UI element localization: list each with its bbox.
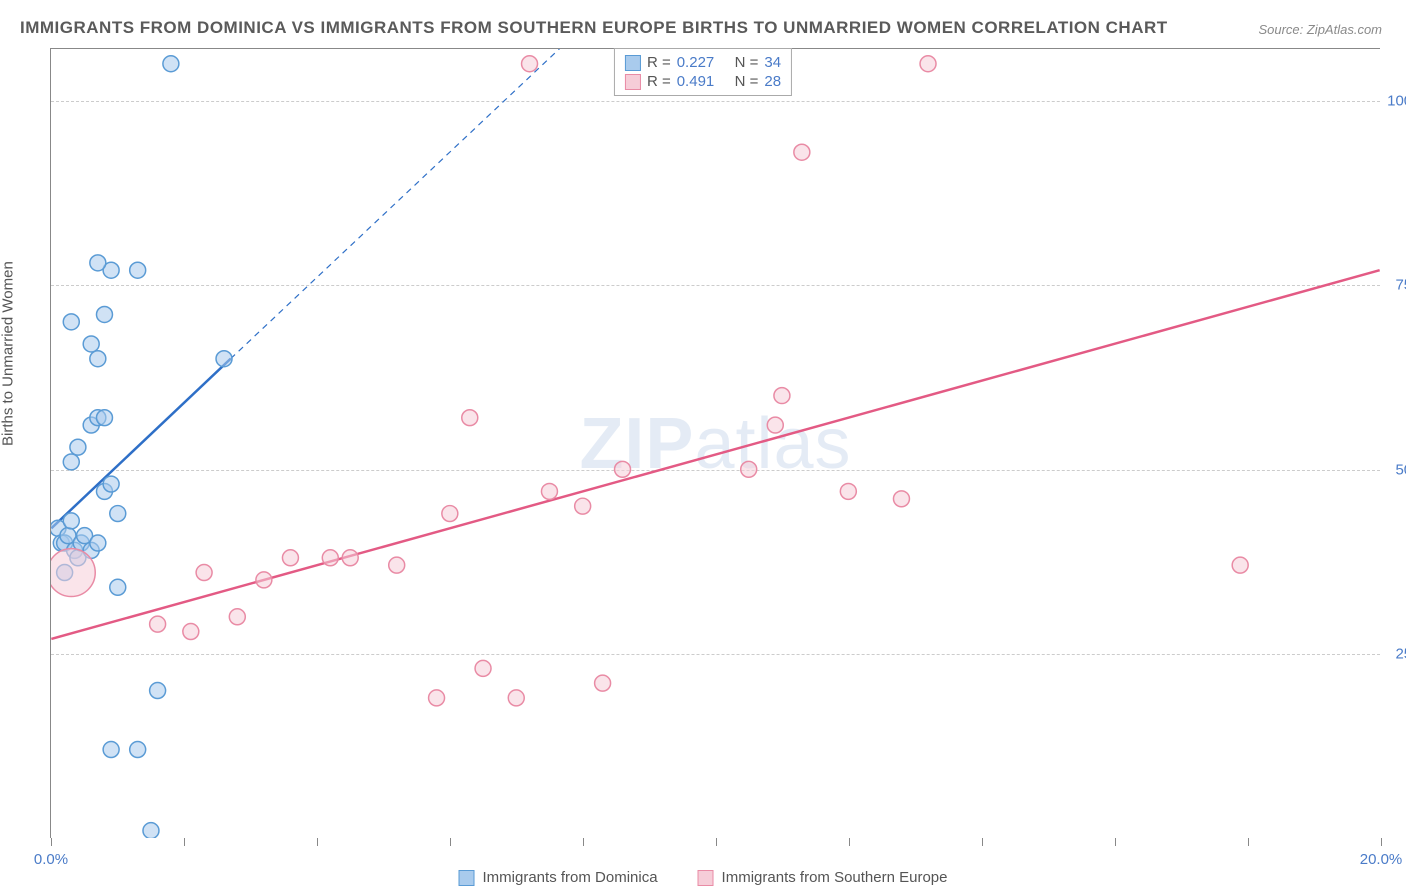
data-point (103, 742, 119, 758)
data-point (130, 262, 146, 278)
n-label: N = (735, 54, 759, 71)
x-tick (716, 838, 717, 846)
data-point (63, 314, 79, 330)
r-label: R = (647, 54, 671, 71)
data-point (522, 56, 538, 72)
y-tick-label: 50.0% (1395, 461, 1406, 478)
x-tick-label: 20.0% (1360, 851, 1403, 868)
data-point (508, 690, 524, 706)
legend-swatch (698, 870, 714, 886)
data-point (282, 550, 298, 566)
legend-series-label: Immigrants from Southern Europe (722, 869, 948, 886)
x-tick (1115, 838, 1116, 846)
x-tick (583, 838, 584, 846)
data-point (429, 690, 445, 706)
data-point (322, 550, 338, 566)
trend-line (51, 270, 1379, 639)
data-point (741, 461, 757, 477)
r-value: 0.227 (677, 54, 715, 71)
x-tick-label: 0.0% (34, 851, 68, 868)
data-point (794, 144, 810, 160)
x-tick (1381, 838, 1382, 846)
data-point (595, 675, 611, 691)
data-point (389, 557, 405, 573)
data-point (920, 56, 936, 72)
data-point (63, 513, 79, 529)
data-point (216, 351, 232, 367)
data-point (150, 683, 166, 699)
x-tick (1248, 838, 1249, 846)
data-point (541, 483, 557, 499)
legend-swatch (625, 55, 641, 71)
y-axis-label: Births to Unmarried Women (0, 261, 17, 446)
x-tick (450, 838, 451, 846)
data-point (63, 454, 79, 470)
x-tick (184, 838, 185, 846)
legend-row: R = 0.227 N = 34 (625, 53, 781, 72)
r-label: R = (647, 73, 671, 90)
data-point (96, 410, 112, 426)
y-tick-label: 75.0% (1395, 277, 1406, 294)
n-value: 34 (764, 54, 781, 71)
series-legend: Immigrants from Dominica Immigrants from… (459, 869, 948, 886)
data-point (103, 476, 119, 492)
data-point (840, 483, 856, 499)
chart-title: IMMIGRANTS FROM DOMINICA VS IMMIGRANTS F… (20, 18, 1168, 38)
data-point (774, 388, 790, 404)
data-point (475, 660, 491, 676)
data-point (442, 506, 458, 522)
y-tick-label: 100.0% (1387, 92, 1406, 109)
r-value: 0.491 (677, 73, 715, 90)
data-point (462, 410, 478, 426)
x-tick (849, 838, 850, 846)
y-tick-label: 25.0% (1395, 646, 1406, 663)
data-point (83, 336, 99, 352)
legend-series-label: Immigrants from Dominica (483, 869, 658, 886)
data-point (256, 572, 272, 588)
legend-item: Immigrants from Dominica (459, 869, 658, 886)
data-point (575, 498, 591, 514)
legend-item: Immigrants from Southern Europe (698, 869, 948, 886)
x-tick (982, 838, 983, 846)
legend-swatch (459, 870, 475, 886)
data-point (90, 535, 106, 551)
data-point (615, 461, 631, 477)
data-point (90, 351, 106, 367)
x-tick (51, 838, 52, 846)
data-point (150, 616, 166, 632)
legend-swatch (625, 74, 641, 90)
data-point (163, 56, 179, 72)
data-point (143, 823, 159, 838)
legend-row: R = 0.491 N = 28 (625, 72, 781, 91)
source-label: Source: ZipAtlas.com (1258, 22, 1382, 37)
correlation-legend: R = 0.227 N = 34 R = 0.491 N = 28 (614, 48, 792, 96)
data-point (110, 506, 126, 522)
n-value: 28 (764, 73, 781, 90)
data-point (229, 609, 245, 625)
data-point (130, 742, 146, 758)
trend-line-extended (231, 49, 583, 359)
data-point (342, 550, 358, 566)
data-point (767, 417, 783, 433)
chart-svg (51, 49, 1380, 838)
data-point (70, 439, 86, 455)
data-point (110, 579, 126, 595)
data-point (1232, 557, 1248, 573)
chart-plot-area: ZIPatlas 25.0%50.0%75.0%100.0%0.0%20.0% (50, 48, 1380, 838)
data-point (96, 306, 112, 322)
data-point (183, 624, 199, 640)
data-point (51, 549, 95, 597)
data-point (893, 491, 909, 507)
data-point (90, 255, 106, 271)
x-tick (317, 838, 318, 846)
data-point (196, 565, 212, 581)
n-label: N = (735, 73, 759, 90)
